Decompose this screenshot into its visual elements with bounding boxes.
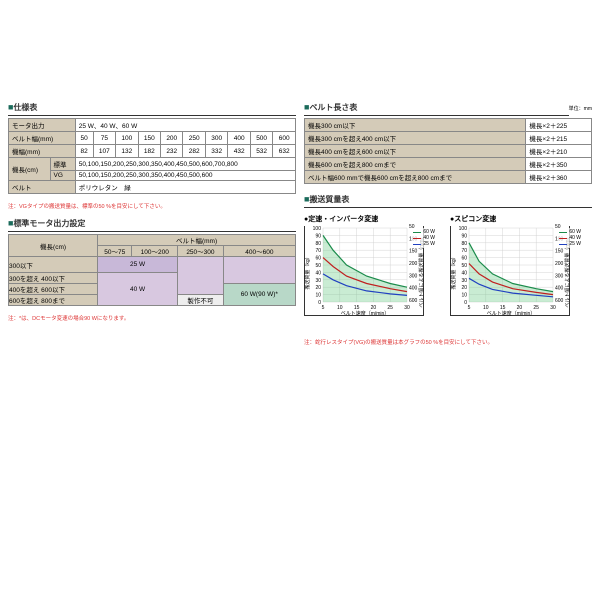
svg-text:300: 300	[555, 273, 564, 279]
motor-title: ■標準モータ出力設定	[8, 216, 296, 232]
svg-text:40: 40	[315, 270, 321, 276]
svg-text:ベルト速度（m/min）: ベルト速度（m/min）	[341, 310, 390, 317]
svg-text:300: 300	[409, 273, 418, 279]
mass-note: 注：蛇行レスタイプ(VG)の搬送質量は本グラフの50 %を目安にして下さい。	[304, 338, 592, 346]
chart1-title: ●定速・インバータ変速	[304, 214, 446, 224]
spec-title: ■仕様表	[8, 100, 296, 116]
svg-text:600: 600	[409, 298, 418, 304]
svg-text:50: 50	[315, 263, 321, 269]
svg-text:20: 20	[461, 285, 467, 291]
svg-text:100: 100	[313, 226, 322, 232]
svg-text:400: 400	[555, 286, 564, 292]
svg-text:30: 30	[461, 278, 467, 284]
svg-text:10: 10	[315, 293, 321, 299]
spec-note: 注：VGタイプの搬送質量は、標準の50 %を目安にして下さい。	[8, 202, 296, 210]
mass-title: ■搬送質量表	[304, 192, 592, 208]
svg-text:80: 80	[461, 241, 467, 247]
svg-text:20: 20	[315, 285, 321, 291]
belt-len-unit: 単位：mm	[569, 105, 592, 112]
svg-text:50: 50	[461, 263, 467, 269]
svg-text:60: 60	[461, 256, 467, 262]
svg-text:80: 80	[315, 241, 321, 247]
motor-note: 注：*は、DCモータ変速の場合90 Wになります。	[8, 314, 296, 322]
svg-text:30: 30	[404, 305, 410, 311]
belt-len-table: 機長300 cm以下機長×2＋225機長300 cmを超え400 cm以下機長×…	[304, 118, 592, 184]
chart1: 0102030405060708090100510152025305010015…	[304, 226, 446, 336]
svg-text:60: 60	[315, 256, 321, 262]
svg-text:400: 400	[409, 286, 418, 292]
motor-table: 機長(cm)ベルト幅(mm)50～75100～200250～300400～600…	[8, 234, 296, 306]
svg-text:ベルト速度（m/min）: ベルト速度（m/min）	[487, 310, 536, 317]
svg-text:30: 30	[550, 305, 556, 311]
svg-text:200: 200	[409, 261, 418, 267]
svg-text:30: 30	[315, 278, 321, 284]
svg-text:150: 150	[409, 249, 418, 255]
svg-text:搬送質量（kg）: 搬送質量（kg）	[304, 254, 311, 289]
spec-table: モータ出力25 W、40 W、60 Wベルト幅(mm)5075100150200…	[8, 118, 296, 194]
svg-text:600: 600	[555, 298, 564, 304]
svg-text:5: 5	[322, 305, 325, 311]
svg-text:40: 40	[461, 270, 467, 276]
svg-text:10: 10	[461, 293, 467, 299]
svg-text:70: 70	[315, 248, 321, 254]
svg-text:100: 100	[459, 226, 468, 232]
belt-len-title: ■ベルト長さ表	[304, 100, 569, 116]
svg-text:200: 200	[555, 261, 564, 267]
svg-text:5: 5	[468, 305, 471, 311]
chart2: 0102030405060708090100510152025305010015…	[450, 226, 592, 336]
svg-text:搬送質量（kg）: 搬送質量（kg）	[450, 254, 457, 289]
svg-text:150: 150	[555, 249, 564, 255]
svg-text:70: 70	[461, 248, 467, 254]
chart2-title: ●スピコン変速	[450, 214, 592, 224]
svg-text:90: 90	[461, 233, 467, 239]
svg-text:90: 90	[315, 233, 321, 239]
